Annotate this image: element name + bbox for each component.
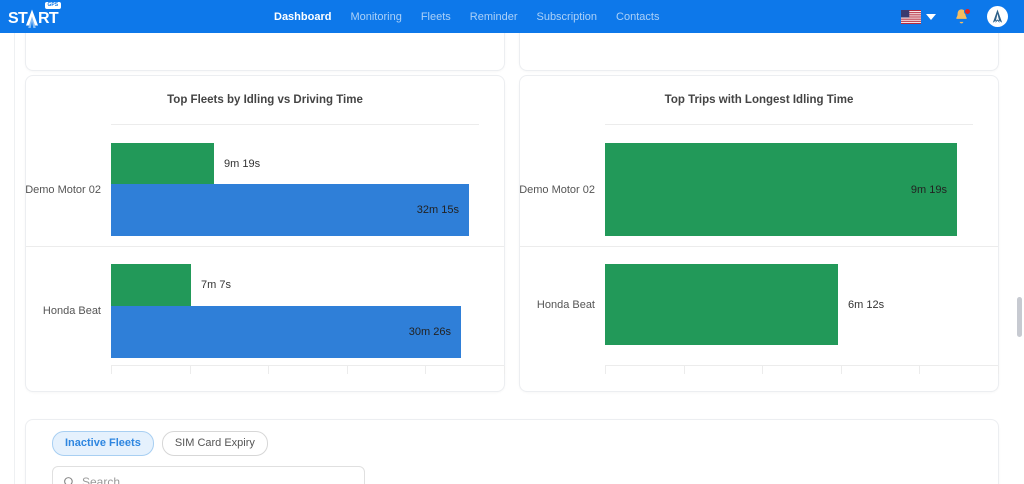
svg-text:ST: ST: [8, 10, 28, 27]
svg-text:RT: RT: [38, 10, 59, 27]
